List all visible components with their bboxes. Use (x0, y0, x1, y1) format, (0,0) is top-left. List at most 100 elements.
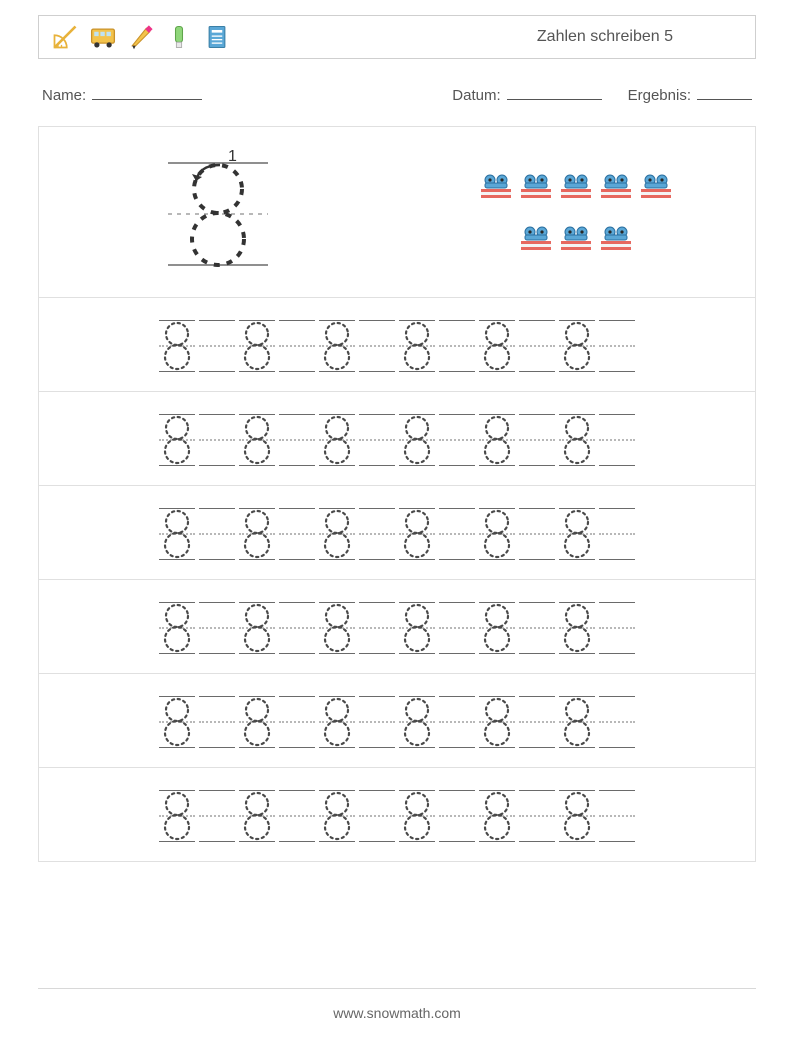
blank-cell[interactable] (439, 692, 475, 750)
blank-cell[interactable] (599, 598, 635, 656)
blank-cell[interactable] (519, 410, 555, 468)
dotted-eight-icon (481, 413, 513, 465)
blank-cell[interactable] (599, 692, 635, 750)
practice-row (39, 580, 755, 674)
blank-cell[interactable] (599, 410, 635, 468)
blank-cell[interactable] (279, 598, 315, 656)
blank-cell[interactable] (439, 504, 475, 562)
trace-cell[interactable] (239, 598, 275, 656)
trace-cell[interactable] (479, 692, 515, 750)
dotted-eight-icon (161, 319, 193, 371)
blank-cell[interactable] (599, 504, 635, 562)
count-object (559, 171, 593, 201)
dotted-eight-icon (321, 601, 353, 653)
trace-cell[interactable] (159, 786, 195, 844)
trace-cell[interactable] (239, 316, 275, 374)
count-object (599, 223, 633, 253)
date-blank[interactable] (507, 85, 602, 100)
practice-row (39, 486, 755, 580)
date-label: Datum: (452, 87, 500, 104)
dotted-eight-icon (561, 789, 593, 841)
blank-cell[interactable] (199, 692, 235, 750)
blank-cell[interactable] (519, 598, 555, 656)
blank-cell[interactable] (359, 410, 395, 468)
blank-cell[interactable] (519, 504, 555, 562)
trace-cell[interactable] (479, 786, 515, 844)
trace-cell[interactable] (159, 504, 195, 562)
trace-cell[interactable] (559, 504, 595, 562)
trace-cell[interactable] (319, 504, 355, 562)
trace-cell[interactable] (399, 410, 435, 468)
name-label: Name: (42, 87, 86, 104)
blank-cell[interactable] (519, 786, 555, 844)
blank-cell[interactable] (519, 692, 555, 750)
blank-cell[interactable] (359, 504, 395, 562)
blank-cell[interactable] (439, 598, 475, 656)
blank-cell[interactable] (279, 316, 315, 374)
trace-cell[interactable] (159, 692, 195, 750)
count-object (599, 171, 633, 201)
trace-cell[interactable] (479, 316, 515, 374)
practice-row (39, 674, 755, 768)
blank-cell[interactable] (279, 786, 315, 844)
trace-cell[interactable] (239, 504, 275, 562)
blank-cell[interactable] (199, 598, 235, 656)
trace-cell[interactable] (159, 410, 195, 468)
result-label: Ergebnis: (628, 87, 691, 104)
blank-cell[interactable] (359, 692, 395, 750)
trace-cell[interactable] (159, 316, 195, 374)
blank-cell[interactable] (359, 598, 395, 656)
blank-cell[interactable] (279, 692, 315, 750)
worksheet-title: Zahlen schreiben 5 (537, 28, 743, 46)
dotted-eight-icon (401, 601, 433, 653)
blank-cell[interactable] (199, 410, 235, 468)
trace-cell[interactable] (399, 598, 435, 656)
dotted-eight-icon (241, 601, 273, 653)
object-row-1 (479, 171, 673, 201)
trace-cell[interactable] (399, 692, 435, 750)
trace-cell[interactable] (319, 410, 355, 468)
dotted-eight-icon (401, 507, 433, 559)
blank-cell[interactable] (279, 504, 315, 562)
hero-objects (397, 127, 755, 297)
trace-cell[interactable] (399, 786, 435, 844)
blank-cell[interactable] (279, 410, 315, 468)
blank-cell[interactable] (519, 316, 555, 374)
trace-cell[interactable] (559, 786, 595, 844)
blank-cell[interactable] (439, 786, 475, 844)
trace-cell[interactable] (319, 786, 355, 844)
trace-cell[interactable] (239, 410, 275, 468)
dotted-eight-icon (241, 413, 273, 465)
trace-cell[interactable] (559, 692, 595, 750)
trace-cell[interactable] (319, 316, 355, 374)
blank-cell[interactable] (199, 504, 235, 562)
dotted-eight-icon (401, 319, 433, 371)
trace-cell[interactable] (479, 410, 515, 468)
marker-icon (165, 23, 193, 51)
trace-cell[interactable] (479, 504, 515, 562)
trace-cell[interactable] (399, 316, 435, 374)
trace-cell[interactable] (239, 692, 275, 750)
blank-cell[interactable] (439, 410, 475, 468)
trace-cell[interactable] (239, 786, 275, 844)
blank-cell[interactable] (359, 786, 395, 844)
trace-cell[interactable] (399, 504, 435, 562)
dotted-eight-icon (481, 789, 513, 841)
blank-cell[interactable] (199, 316, 235, 374)
blank-cell[interactable] (359, 316, 395, 374)
blank-cell[interactable] (439, 316, 475, 374)
trace-cell[interactable] (479, 598, 515, 656)
blank-cell[interactable] (199, 786, 235, 844)
blank-cell[interactable] (599, 316, 635, 374)
trace-cell[interactable] (319, 692, 355, 750)
trace-cell[interactable] (319, 598, 355, 656)
result-blank[interactable] (697, 85, 752, 100)
dotted-eight-icon (561, 319, 593, 371)
trace-cell[interactable] (559, 598, 595, 656)
blank-cell[interactable] (599, 786, 635, 844)
name-blank[interactable] (92, 85, 202, 100)
trace-cell[interactable] (559, 410, 595, 468)
trace-cell[interactable] (559, 316, 595, 374)
footer-text: www.snowmath.com (333, 1005, 461, 1021)
trace-cell[interactable] (159, 598, 195, 656)
